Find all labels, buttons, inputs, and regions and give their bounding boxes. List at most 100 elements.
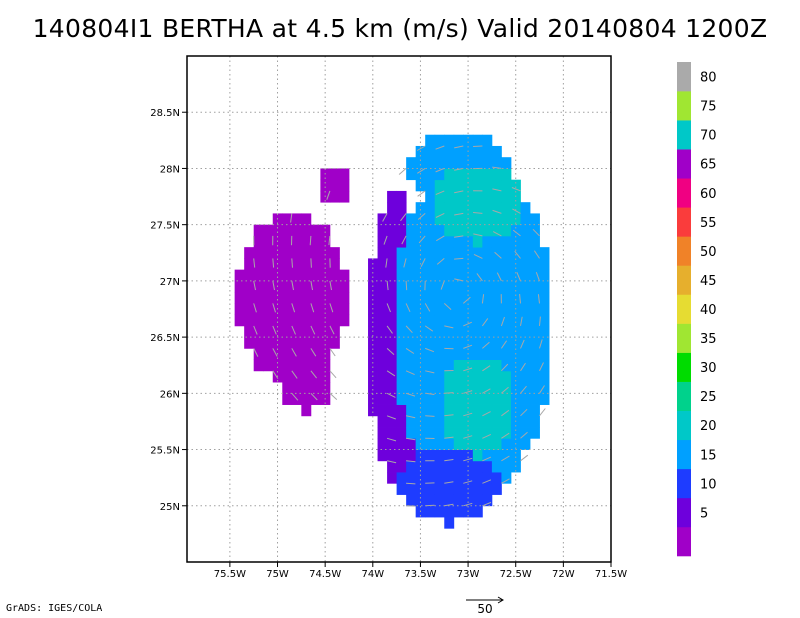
field-cell <box>539 370 550 383</box>
colorbar-swatch <box>677 149 691 179</box>
wind-vector <box>403 258 407 268</box>
wind-vector <box>492 166 502 169</box>
field-cell <box>253 258 264 271</box>
field-cell <box>425 157 436 169</box>
field-cell <box>434 449 445 462</box>
field-cell <box>377 235 388 248</box>
field-cell <box>415 269 426 282</box>
field-cell <box>444 460 455 473</box>
wind-vector <box>420 258 426 267</box>
field-cell <box>520 415 531 428</box>
field-cell <box>396 427 407 439</box>
field-cell <box>444 224 455 237</box>
field-cell <box>530 235 540 248</box>
wind-vector <box>386 325 393 334</box>
field-cell <box>482 168 493 181</box>
wind-vector <box>482 341 490 349</box>
field-cell <box>444 134 455 147</box>
field-cell <box>539 247 550 259</box>
field-cell <box>301 258 312 271</box>
x-tick-label: 75.5W <box>214 569 246 580</box>
field-cell <box>377 449 388 462</box>
field-cell <box>387 472 398 484</box>
field-cell <box>482 325 493 338</box>
field-cell <box>491 393 502 405</box>
wind-vector <box>425 415 435 417</box>
chart-title: 140804I1 BERTHA at 4.5 km (m/s) Valid 20… <box>32 14 768 43</box>
field-cell <box>244 280 255 293</box>
field-cell <box>272 224 283 237</box>
field-cell <box>301 292 312 304</box>
field-cell <box>310 359 321 372</box>
field-cell <box>406 415 417 428</box>
field-cell <box>396 472 407 484</box>
field-cell <box>472 337 483 349</box>
field-cell <box>387 258 398 271</box>
field-cell <box>482 404 493 417</box>
field-cell <box>453 494 464 507</box>
field-cell <box>282 213 293 226</box>
field-cell <box>491 415 502 428</box>
wind-vector <box>532 228 540 237</box>
field-cell <box>520 224 531 237</box>
field-cell <box>425 292 436 304</box>
wind-vector <box>291 258 293 268</box>
wind-vector <box>463 390 473 394</box>
field-cell <box>444 179 455 192</box>
field-cell <box>472 494 483 507</box>
field-cell <box>387 224 398 237</box>
field-cell <box>520 370 531 383</box>
field-cell <box>453 325 464 338</box>
field-cell <box>510 314 521 327</box>
wind-vector <box>496 272 502 282</box>
field-cell <box>434 472 445 484</box>
field-cell <box>520 359 531 372</box>
wind-vector <box>501 455 510 462</box>
field-cell <box>234 303 245 316</box>
field-cell <box>530 370 540 383</box>
field-cell <box>434 202 445 214</box>
field-cell <box>539 303 550 316</box>
field-cell <box>472 247 483 259</box>
field-cell <box>463 359 474 372</box>
wind-vector <box>329 370 337 379</box>
field-cell <box>472 134 483 147</box>
field-cell <box>434 168 445 181</box>
field-cell <box>415 449 426 462</box>
field-cell <box>444 247 455 259</box>
field-cell <box>453 213 464 226</box>
field-cell <box>482 224 493 237</box>
field-cell <box>387 348 398 360</box>
credit-text: GrADS: IGES/COLA <box>6 603 103 614</box>
wind-vector <box>482 433 492 439</box>
field-cell <box>377 292 388 304</box>
wind-vector <box>482 365 491 372</box>
field-cell <box>501 235 512 248</box>
wind-vector <box>501 478 510 484</box>
field-cell <box>530 393 540 405</box>
field-cell <box>425 325 436 338</box>
field-cell <box>501 337 512 349</box>
field-cell <box>425 472 436 484</box>
field-cell <box>434 427 445 439</box>
field-cell <box>444 157 455 169</box>
field-cell <box>339 292 350 304</box>
field-cell <box>377 438 388 450</box>
field-cell <box>434 235 445 248</box>
field-cell <box>510 292 521 304</box>
wind-vector <box>463 457 473 462</box>
field-cell <box>387 337 398 349</box>
field-cell <box>396 359 407 372</box>
field-cell <box>320 337 331 349</box>
colorbar-swatch <box>677 468 691 499</box>
field-cell <box>501 325 512 338</box>
colorbar-label: 65 <box>700 158 717 173</box>
wind-vector <box>454 257 464 260</box>
field-cell <box>320 179 331 192</box>
field-cell <box>444 370 455 383</box>
wind-vector <box>463 321 472 327</box>
field-cell <box>453 190 464 203</box>
field-cell <box>396 404 407 417</box>
wind-vector <box>514 250 521 259</box>
field-cell <box>501 348 512 360</box>
